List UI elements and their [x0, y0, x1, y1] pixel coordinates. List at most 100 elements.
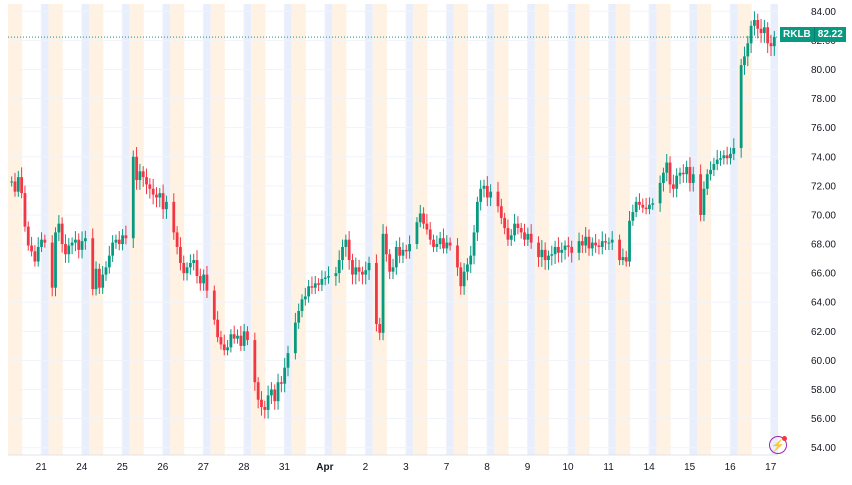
- candle-body: [131, 156, 135, 239]
- postmarket-band: [446, 4, 454, 455]
- candle-body: [472, 232, 476, 256]
- candle-body: [425, 223, 429, 230]
- candle-body: [381, 233, 385, 333]
- x-tick-label: 14: [644, 462, 656, 473]
- candle-body: [526, 233, 530, 240]
- candle-body: [185, 267, 189, 274]
- candle-body: [671, 184, 675, 189]
- candle-body: [422, 213, 425, 224]
- session-bands: [8, 4, 778, 455]
- candle-body: [20, 177, 24, 194]
- last-price-value: 82.22: [814, 27, 846, 42]
- candle-body: [391, 267, 395, 272]
- postmarket-band: [689, 4, 697, 455]
- candle-body: [499, 206, 503, 218]
- candle-body: [557, 246, 560, 253]
- candle-body: [16, 177, 20, 192]
- candle-body: [624, 257, 628, 262]
- candle-body: [462, 271, 466, 287]
- candle-body: [60, 223, 64, 245]
- candle-body: [317, 283, 320, 285]
- y-tick-label: 72.00: [811, 181, 836, 192]
- candle-body: [36, 246, 40, 262]
- y-tick-label: 68.00: [811, 240, 836, 251]
- postmarket-band: [365, 4, 373, 455]
- candle-body: [566, 245, 570, 247]
- candle-body: [415, 222, 419, 245]
- candle-body: [165, 201, 168, 210]
- candle-body: [104, 267, 108, 275]
- postmarket-band: [162, 4, 171, 455]
- candle-body: [337, 260, 341, 274]
- candle-body: [23, 193, 27, 227]
- lightning-icon[interactable]: ⚡: [769, 436, 787, 454]
- candle-body: [101, 274, 105, 288]
- candle-body: [273, 389, 277, 402]
- candle-body: [563, 245, 567, 250]
- candle-body: [547, 255, 550, 261]
- x-tick-label: 27: [198, 462, 210, 473]
- candle-body: [404, 249, 408, 252]
- candle-body: [560, 249, 564, 253]
- postmarket-band: [324, 4, 333, 455]
- candle-body: [148, 184, 152, 189]
- premarket-band: [494, 4, 509, 455]
- notification-dot: [782, 436, 787, 441]
- candle-body: [357, 267, 361, 272]
- candle-body: [64, 244, 67, 255]
- candle-body: [702, 188, 706, 215]
- premarket-band: [332, 4, 347, 455]
- candle-body: [43, 239, 47, 243]
- candle-body: [351, 260, 354, 275]
- candles: [10, 11, 776, 419]
- candle-body: [641, 204, 645, 208]
- candle-body: [665, 162, 669, 173]
- candle-body: [378, 324, 382, 333]
- candle-body: [121, 235, 124, 245]
- postmarket-band: [487, 4, 495, 455]
- y-tick-label: 58.00: [811, 385, 836, 396]
- candle-body: [648, 204, 651, 210]
- x-tick-label: 25: [117, 462, 129, 473]
- candle-body: [634, 201, 638, 213]
- candle-body: [607, 242, 611, 244]
- candle-body: [341, 246, 344, 261]
- x-tick-label: 3: [403, 462, 409, 473]
- premarket-band: [372, 4, 387, 455]
- candle-body: [175, 232, 179, 247]
- candle-body: [519, 228, 523, 233]
- candle-body: [323, 277, 327, 279]
- candle-body: [354, 267, 358, 275]
- candle-body: [182, 262, 186, 274]
- candle-body: [651, 203, 655, 205]
- candle-body: [155, 194, 158, 198]
- candle-body: [266, 395, 270, 410]
- y-tick-label: 70.00: [811, 210, 836, 221]
- premarket-band: [453, 4, 468, 455]
- candle-body: [188, 262, 192, 268]
- candle-body: [158, 193, 162, 198]
- time-axis[interactable]: 21 24 25 26 27 28 31 Apr 2 3 7 8 9 10 11 14 15 16 17: [36, 462, 777, 473]
- x-tick-label: 7: [444, 462, 450, 473]
- candle-body: [597, 245, 601, 247]
- candle-body: [361, 271, 364, 275]
- candle-body: [712, 164, 716, 170]
- candle-body: [496, 191, 500, 207]
- candle-body: [310, 286, 314, 288]
- candle-body: [769, 43, 773, 47]
- x-tick-label: 11: [603, 462, 614, 473]
- candle-body: [212, 290, 216, 320]
- candle-body: [97, 268, 101, 288]
- candle-body: [91, 238, 95, 290]
- candle-body: [408, 244, 411, 252]
- candle-body: [466, 264, 469, 272]
- x-tick-label: 17: [765, 462, 777, 473]
- y-tick-label: 76.00: [811, 123, 836, 134]
- price-axis[interactable]: 84.0082.0080.0078.0076.0074.0072.0070.00…: [811, 7, 836, 454]
- candle-body: [675, 175, 679, 189]
- candle-body: [232, 334, 236, 339]
- y-tick-label: 78.00: [811, 94, 836, 105]
- candle-body: [138, 171, 142, 181]
- candle-body: [276, 382, 280, 402]
